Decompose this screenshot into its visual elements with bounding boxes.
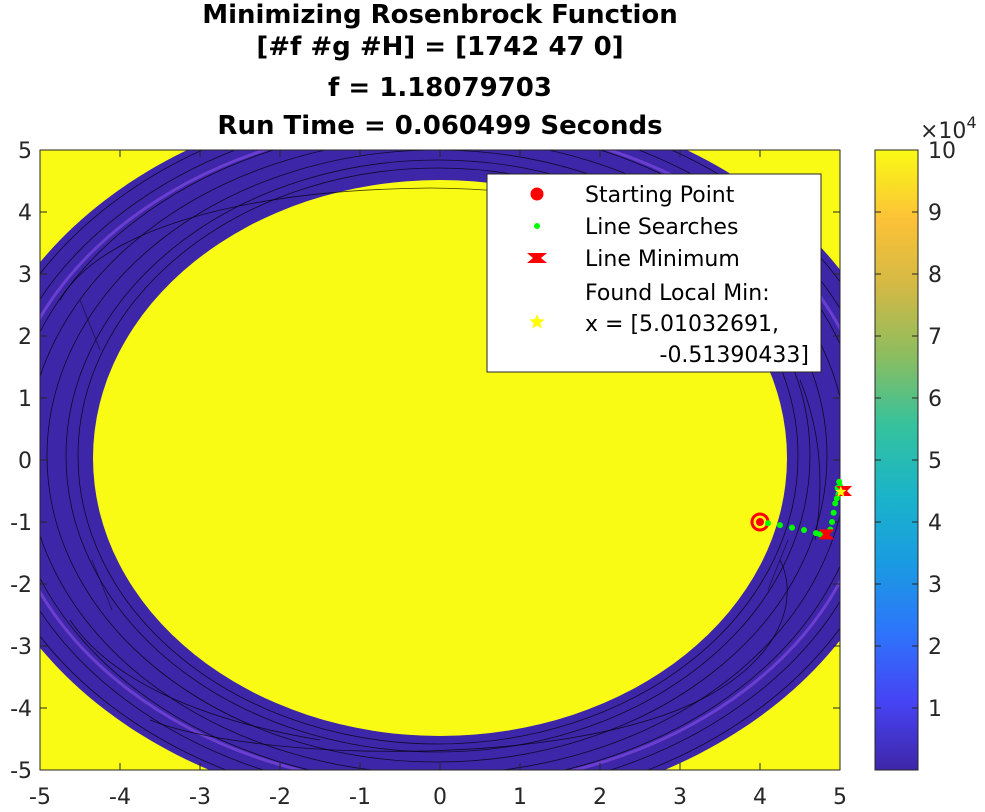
contour-lines <box>40 150 840 770</box>
colorbar-tick-label: 2 <box>928 635 942 660</box>
y-tick-label: 5 <box>18 139 32 164</box>
line-search-point <box>832 500 839 507</box>
colorbar-multiplier: ×104 <box>920 113 977 144</box>
y-tick-label: 1 <box>18 387 32 412</box>
title-line-1: Minimizing Rosenbrock Function <box>202 0 678 30</box>
line-search-point <box>789 524 795 531</box>
x-axis: -5 -4 -3 -2 -1 0 1 2 3 4 5 <box>29 150 847 810</box>
y-tick-label: -5 <box>10 759 32 784</box>
x-tick-label: 5 <box>833 785 847 810</box>
y-tick-label: -4 <box>10 697 32 722</box>
colorbar-tick-label: 5 <box>928 449 942 474</box>
legend-marker-found-local-min <box>529 314 545 329</box>
legend-label-starting-point: Starting Point <box>585 183 735 208</box>
colorbar-tick-label: 7 <box>928 325 942 350</box>
colorbar-gradient <box>875 150 918 770</box>
x-tick-label: 4 <box>753 785 767 810</box>
line-search-point <box>765 520 771 527</box>
colorbar-tick-label: 8 <box>928 263 942 288</box>
x-tick-label: 3 <box>673 785 687 810</box>
legend-label-found-local-min-x: x = [5.01032691, <box>585 312 779 337</box>
colorbar-multiplier-base: ×10 <box>920 119 966 144</box>
line-search-point <box>817 531 823 538</box>
colorbar-tick-label: 3 <box>928 573 942 598</box>
colorbar-tick-label: 9 <box>928 201 942 226</box>
y-tick-label: 0 <box>18 449 32 474</box>
y-tick-label: -3 <box>10 635 32 660</box>
x-tick-label: -2 <box>269 785 291 810</box>
line-search-point <box>829 519 835 525</box>
y-tick-label: 4 <box>18 201 32 226</box>
colorbar-tick-label: 10 <box>928 139 956 164</box>
line-search-point <box>801 527 807 534</box>
colorbar-multiplier-exp: 4 <box>966 113 976 132</box>
y-tick-label: 2 <box>18 325 32 350</box>
contour-line <box>46 150 828 763</box>
title-line-2: [#f #g #H] = [1742 47 0] <box>256 32 624 62</box>
legend-label-line-minimum: Line Minimum <box>585 247 740 272</box>
x-tick-label: 1 <box>513 785 527 810</box>
x-tick-label: -1 <box>349 785 371 810</box>
x-tick-label: -4 <box>109 785 131 810</box>
contour-line <box>69 619 321 741</box>
legend: Starting Point Line Searches Line Minimu… <box>486 173 822 373</box>
y-axis: 5 4 3 2 1 0 -1 -2 -3 -4 -5 <box>10 139 840 784</box>
line-search-point <box>777 522 783 529</box>
starting-point-marker-core <box>756 518 764 526</box>
contour-line <box>149 559 788 752</box>
legend-label-found-local-min: Found Local Min: <box>585 281 770 306</box>
y-tick-label: -1 <box>10 511 32 536</box>
data-marks <box>750 478 852 540</box>
y-tick-label: -2 <box>10 573 32 598</box>
title-line-3: f = 1.18079703 <box>328 73 552 103</box>
legend-box <box>486 173 822 373</box>
colorbar-tick-label: 6 <box>928 387 942 412</box>
y-tick-label: 3 <box>18 263 32 288</box>
title-line-4: Run Time = 0.060499 Seconds <box>217 111 663 141</box>
x-tick-label: 2 <box>593 785 607 810</box>
line-search-point <box>830 509 837 516</box>
colorbar-ticks: 10 9 8 7 6 5 4 3 2 1 <box>875 139 956 722</box>
colorbar-tick-label: 4 <box>928 511 942 536</box>
contour-line <box>65 159 811 753</box>
found-local-min-marker <box>835 485 847 497</box>
legend-label-found-local-min-y: -0.51390433] <box>660 343 810 368</box>
legend-marker-line-minimum <box>527 253 547 263</box>
contour-line <box>77 167 799 745</box>
line-minimum-marker <box>818 529 835 540</box>
x-tick-label: -3 <box>189 785 211 810</box>
colorbar-tick-label: 1 <box>928 697 942 722</box>
x-tick-label: -5 <box>29 785 51 810</box>
x-tick-label: 0 <box>433 785 447 810</box>
legend-marker-line-searches <box>534 223 540 229</box>
legend-marker-starting-point <box>530 187 544 201</box>
contour-line <box>799 379 821 541</box>
legend-label-line-searches: Line Searches <box>585 215 738 240</box>
